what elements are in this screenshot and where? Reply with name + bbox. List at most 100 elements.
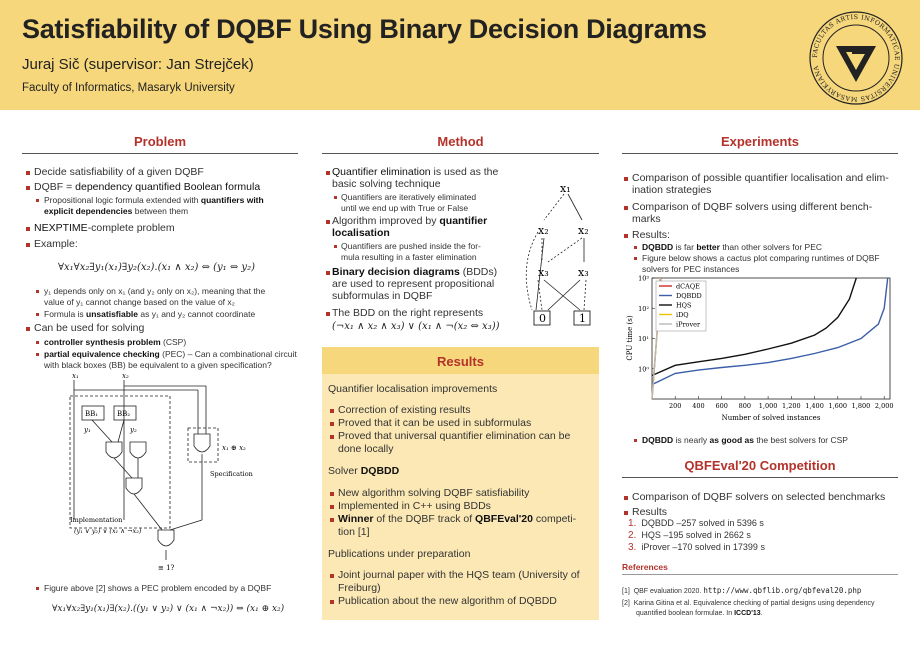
exp-sub-2: Figure below shows a cactus plot compari… [642, 253, 880, 263]
legend-label: iDQ [676, 311, 689, 319]
ref-url: http://www.qbflib.org/qbfeval20.php [703, 586, 862, 595]
x-tick-label: 1,600 [828, 402, 847, 410]
comp-rank-3: 3. iProver –170 solved in 17399 s [628, 542, 765, 554]
strong-span: DQBDD [642, 435, 674, 445]
problem-sub-1: Propositional logic formula extended wit… [44, 195, 264, 206]
bullet-marker [326, 171, 330, 175]
comp-bullet-1: Comparison of DQBF solvers on selected b… [632, 491, 886, 503]
problem-sub-2b: value of y₁ cannot change based on the v… [44, 297, 235, 307]
bdd-diagram: x₁ x₂ x₂ x₃ x₃ 0 1 [525, 182, 591, 326]
method-title: Method [437, 134, 484, 149]
method-bullet-3: Binary decision diagrams (BDDs) [332, 266, 497, 279]
results-item-1: Correction of existing results [338, 404, 471, 416]
method-bullet-1b: basic solving technique [332, 178, 441, 190]
bdd-terminal-1: 1 [579, 312, 586, 325]
university-seal-icon: FACULTAS ARTIS INFORMATICAE UNIVERSITAS … [809, 11, 903, 105]
exp-bullet-2b: marks [632, 213, 661, 225]
problem-bullet-5: Can be used for solving [34, 322, 145, 334]
rank-number: 1. [628, 518, 637, 529]
cactus-plot: 10⁰ 10¹ 10² 10³ 200 400 600 800 1,000 1,200 1,400… [626, 275, 893, 423]
bullet-marker [326, 312, 330, 316]
exp-bullet-1: Comparison of possible quantifier locali… [632, 172, 889, 184]
y-axis-label: CPU time (s) [626, 315, 634, 360]
strong-span: Quantifier elimination [332, 166, 431, 178]
bullet-marker [624, 234, 628, 238]
problem-rule [22, 153, 298, 154]
bullet-marker [36, 199, 39, 202]
bdd-node-x3b: x₃ [578, 266, 589, 279]
text-span: is far [673, 242, 697, 252]
xor-label: x₁ ⊕ x₂ [222, 444, 246, 452]
rank-number: 3. [628, 542, 637, 553]
bb2-label: BB₂ [117, 410, 130, 418]
method-rule [322, 153, 599, 154]
exp-bullet-2: Comparison of DQBF solvers using differe… [632, 201, 873, 213]
strong-span: QBFEval'20 [475, 513, 533, 525]
bullet-marker [330, 409, 334, 413]
ref-number: [1] [622, 588, 630, 595]
method-sub-1: Quantifiers are iteratively eliminated [341, 192, 477, 202]
rank-text: DQBDD –257 solved in 5396 s [641, 518, 764, 528]
method-sub-1b: until we end up with True or False [341, 203, 469, 213]
results-item-8: Publication about the new algorithm of D… [338, 595, 557, 607]
eq-label: ≡ 1? [158, 564, 175, 572]
text-span: as y₁ and y₂ cannot coordinate [138, 309, 256, 319]
problem-sub-3: Formula is unsatisfiable as y₁ and y₂ ca… [44, 309, 255, 320]
text-span: Propositional logic formula extended wit… [44, 195, 199, 205]
bullet-marker [334, 245, 337, 248]
bullet-marker [36, 341, 39, 344]
comp-rank-2: 2. HQS –195 solved in 2662 s [628, 530, 751, 542]
method-sub-2b: mula resulting in a faster elimination [341, 252, 477, 262]
text-span: (PEC) – Can a combinational circuit [159, 349, 297, 359]
x-tick-label: 1,200 [782, 402, 801, 410]
method-sub-2: Quantifiers are pushed inside the for- [341, 241, 481, 251]
bullet-marker [330, 492, 334, 496]
bullet-marker [36, 290, 39, 293]
header-band [0, 0, 920, 110]
ref-text: QBF evaluation 2020. [633, 588, 702, 595]
bullet-marker [330, 422, 334, 426]
y-tick-label: 10³ [638, 275, 649, 283]
problem-bullet-4: Example: [34, 238, 78, 250]
bullet-marker [330, 435, 334, 439]
references-title: References [622, 562, 668, 572]
results-item-3b: done locally [338, 443, 394, 455]
bdd-terminal-0: 0 [539, 312, 546, 325]
y-tick-label: 10¹ [638, 335, 649, 343]
text-span: Algorithm improved by [332, 215, 440, 227]
spec-label: Specification [210, 470, 253, 478]
x1-label: x₁ [72, 372, 79, 380]
exp-sub-2b: solvers for PEC instances [642, 264, 740, 274]
x-tick-label: 800 [739, 402, 751, 410]
bullet-marker [326, 271, 330, 275]
x-tick-label: 200 [669, 402, 681, 410]
strong-span: Winner [338, 513, 374, 525]
bb1-label: BB₁ [85, 410, 98, 418]
comp-bullet-2: Results [632, 506, 668, 518]
bullet-marker [634, 246, 637, 249]
competition-rule [622, 477, 898, 478]
impl-label: Implementation [70, 516, 122, 524]
figure-caption: Figure above [2] shows a PEC problem enc… [44, 583, 272, 593]
experiments-title: Experiments [720, 134, 800, 149]
text-span: is used as the [430, 166, 499, 178]
y-tick-label: 10² [638, 305, 649, 313]
exp-sub-1: DQBDD is far better than other solvers f… [642, 242, 822, 253]
bullet-marker [330, 518, 334, 522]
bdd-node-x2a: x₂ [538, 224, 549, 237]
bdd-node-x1: x₁ [560, 182, 571, 195]
text-span: than other solvers for PEC [719, 242, 822, 252]
bullet-marker [26, 186, 30, 190]
method-bullet-3b: are used to represent propositional [332, 278, 495, 290]
strong-span: NEXPTIME [34, 222, 88, 234]
strong-span: better [696, 242, 720, 252]
text-span: -complete problem [87, 222, 175, 234]
results-panel [322, 347, 599, 620]
pec-formula: ∀x₁∀x₂∃y₁(x₁)∃(x₂).((y₁ ∨ y₂) ∨ (x₁ ∧ ¬x… [52, 604, 285, 614]
poster-title: Satisfiability of DQBF Using Binary Deci… [22, 14, 707, 44]
text-span: (CSP) [160, 337, 187, 347]
bullet-marker [330, 574, 334, 578]
results-item-6b: tion [1] [338, 526, 370, 538]
strong-span: partial equivalence checking [44, 349, 160, 359]
results-title: Results [437, 354, 484, 369]
